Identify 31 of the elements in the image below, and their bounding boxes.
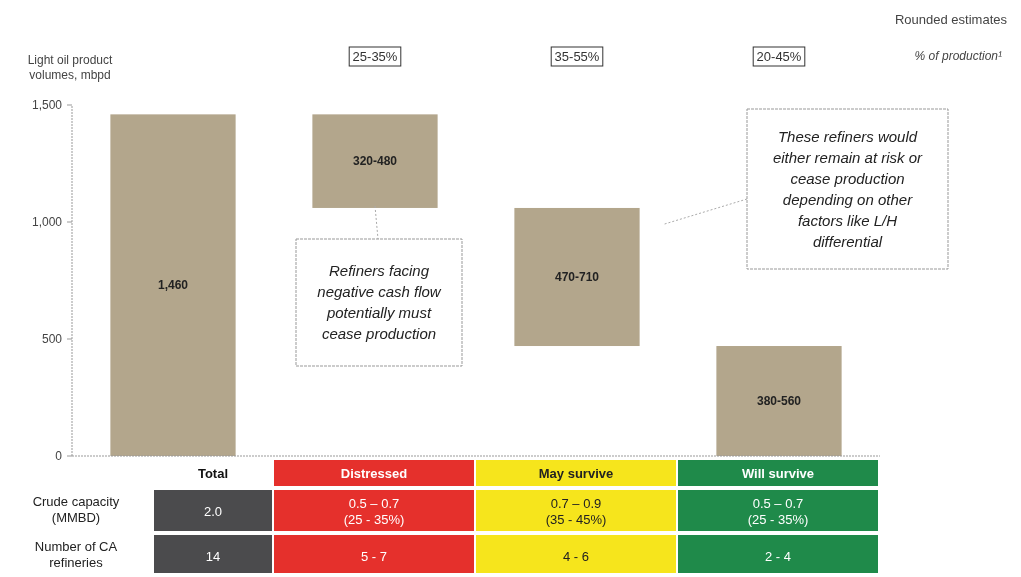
x-tick-label: Will survive	[741, 466, 815, 481]
data-label: 470-710	[554, 269, 600, 284]
y-tick-label: 0	[55, 449, 63, 463]
bar	[110, 114, 236, 456]
text: 0.7 – 0.9 (35 - 45%)	[545, 495, 607, 527]
text: % of production¹	[914, 49, 1002, 63]
x-tick-label: Distressed	[340, 466, 408, 481]
y-tick-label: 1,500	[31, 98, 63, 112]
bar	[312, 114, 438, 208]
text: Number of CA refineries	[34, 539, 118, 570]
text: 4 - 6	[562, 548, 590, 564]
x-tick-label: May survive	[538, 466, 614, 481]
text: 5 - 7	[360, 548, 388, 564]
data-label: 380-560	[756, 394, 802, 409]
y-axis-title: Light oil product volumes, mbpd	[27, 53, 114, 82]
y-tick-label: 1,000	[31, 215, 63, 229]
y-tick-label: 500	[41, 332, 63, 346]
text: 14	[205, 548, 221, 564]
data-label: 1,460	[157, 278, 189, 293]
annotation: These refiners would either remain at risk or cease production depending on other factors like L/H differential	[772, 127, 924, 250]
text: 0.5 – 0.7 (25 - 35%)	[747, 495, 809, 527]
text: Crude capacity (MMBD)	[32, 494, 120, 525]
text: 2 - 4	[764, 548, 792, 564]
data-label: 320-480	[352, 154, 398, 169]
text: 2.0	[203, 503, 223, 519]
bar	[716, 346, 842, 456]
bar	[514, 207, 640, 347]
annotation: Refiners facing negative cash flow potentially must cease production	[317, 262, 442, 342]
text: 0.5 – 0.7 (25 - 35%)	[343, 495, 405, 527]
text: Rounded estimates	[894, 12, 1008, 27]
x-tick-label: Total	[197, 466, 229, 481]
